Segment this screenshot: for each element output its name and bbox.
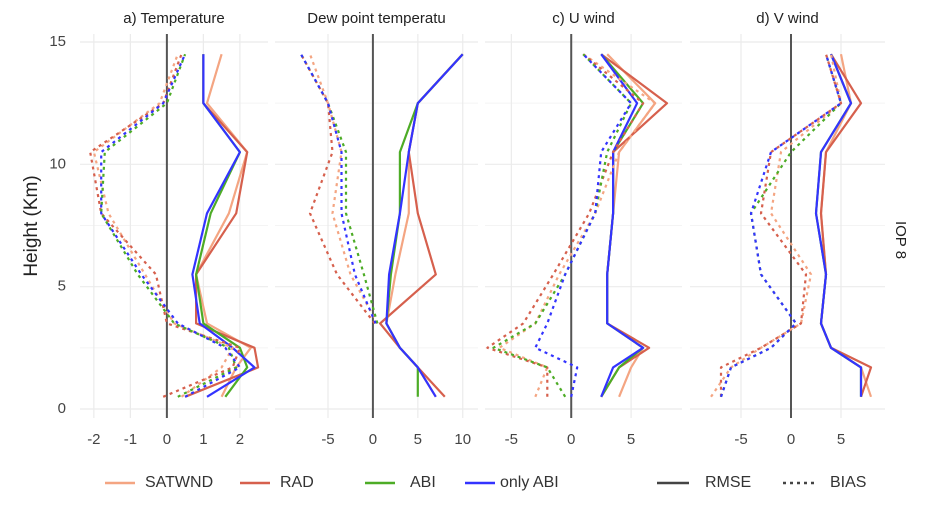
x-tick-label: -1 <box>124 431 137 448</box>
x-tick-label: 0 <box>163 431 171 448</box>
profile-line <box>300 53 379 324</box>
profile-line <box>719 53 843 398</box>
y-axis-label: Height (Km) <box>21 175 42 276</box>
profile-line <box>100 53 241 398</box>
legend-label: RAD <box>280 474 314 491</box>
legend-label: ABI <box>410 474 436 491</box>
y-tick-label: 5 <box>58 278 66 295</box>
legend-label: only ABI <box>500 474 559 491</box>
profile-line <box>814 53 863 397</box>
y-tick-label: 15 <box>49 33 66 50</box>
x-tick-label: -5 <box>505 431 518 448</box>
profile-line <box>300 53 377 324</box>
profile-line <box>534 53 633 398</box>
profile-line <box>710 53 843 398</box>
x-tick-label: -5 <box>734 431 747 448</box>
x-tick-label: 0 <box>787 431 795 448</box>
profile-line <box>486 53 645 397</box>
profile-line <box>191 54 256 398</box>
x-tick-label: 2 <box>236 431 244 448</box>
y-tick-label: 10 <box>49 155 66 172</box>
profile-line <box>300 53 376 325</box>
facet-label: IOP 8 <box>892 221 909 259</box>
x-tick-label: 5 <box>627 431 635 448</box>
x-tick-label: 0 <box>369 431 377 448</box>
x-tick-label: 10 <box>454 431 471 448</box>
panel-title: a) Temperature <box>123 10 224 27</box>
panel-title: Dew point temperatu <box>307 10 445 27</box>
x-tick-label: 5 <box>414 431 422 448</box>
profile-line <box>92 53 234 398</box>
legend-label: BIAS <box>830 474 866 491</box>
legend-label: RMSE <box>705 474 751 491</box>
profile-line <box>719 53 843 397</box>
panel-title: c) U wind <box>552 10 615 27</box>
y-tick-label: 0 <box>58 400 66 417</box>
profile-line <box>600 53 645 398</box>
x-tick-label: 0 <box>567 431 575 448</box>
x-tick-label: 5 <box>837 431 845 448</box>
x-tick-label: -5 <box>321 431 334 448</box>
x-tick-label: -2 <box>87 431 100 448</box>
profile-line <box>308 53 379 324</box>
x-tick-label: 1 <box>199 431 207 448</box>
panel-title: d) V wind <box>756 10 819 27</box>
profile-line <box>385 53 464 398</box>
legend-label: SATWND <box>145 474 213 491</box>
